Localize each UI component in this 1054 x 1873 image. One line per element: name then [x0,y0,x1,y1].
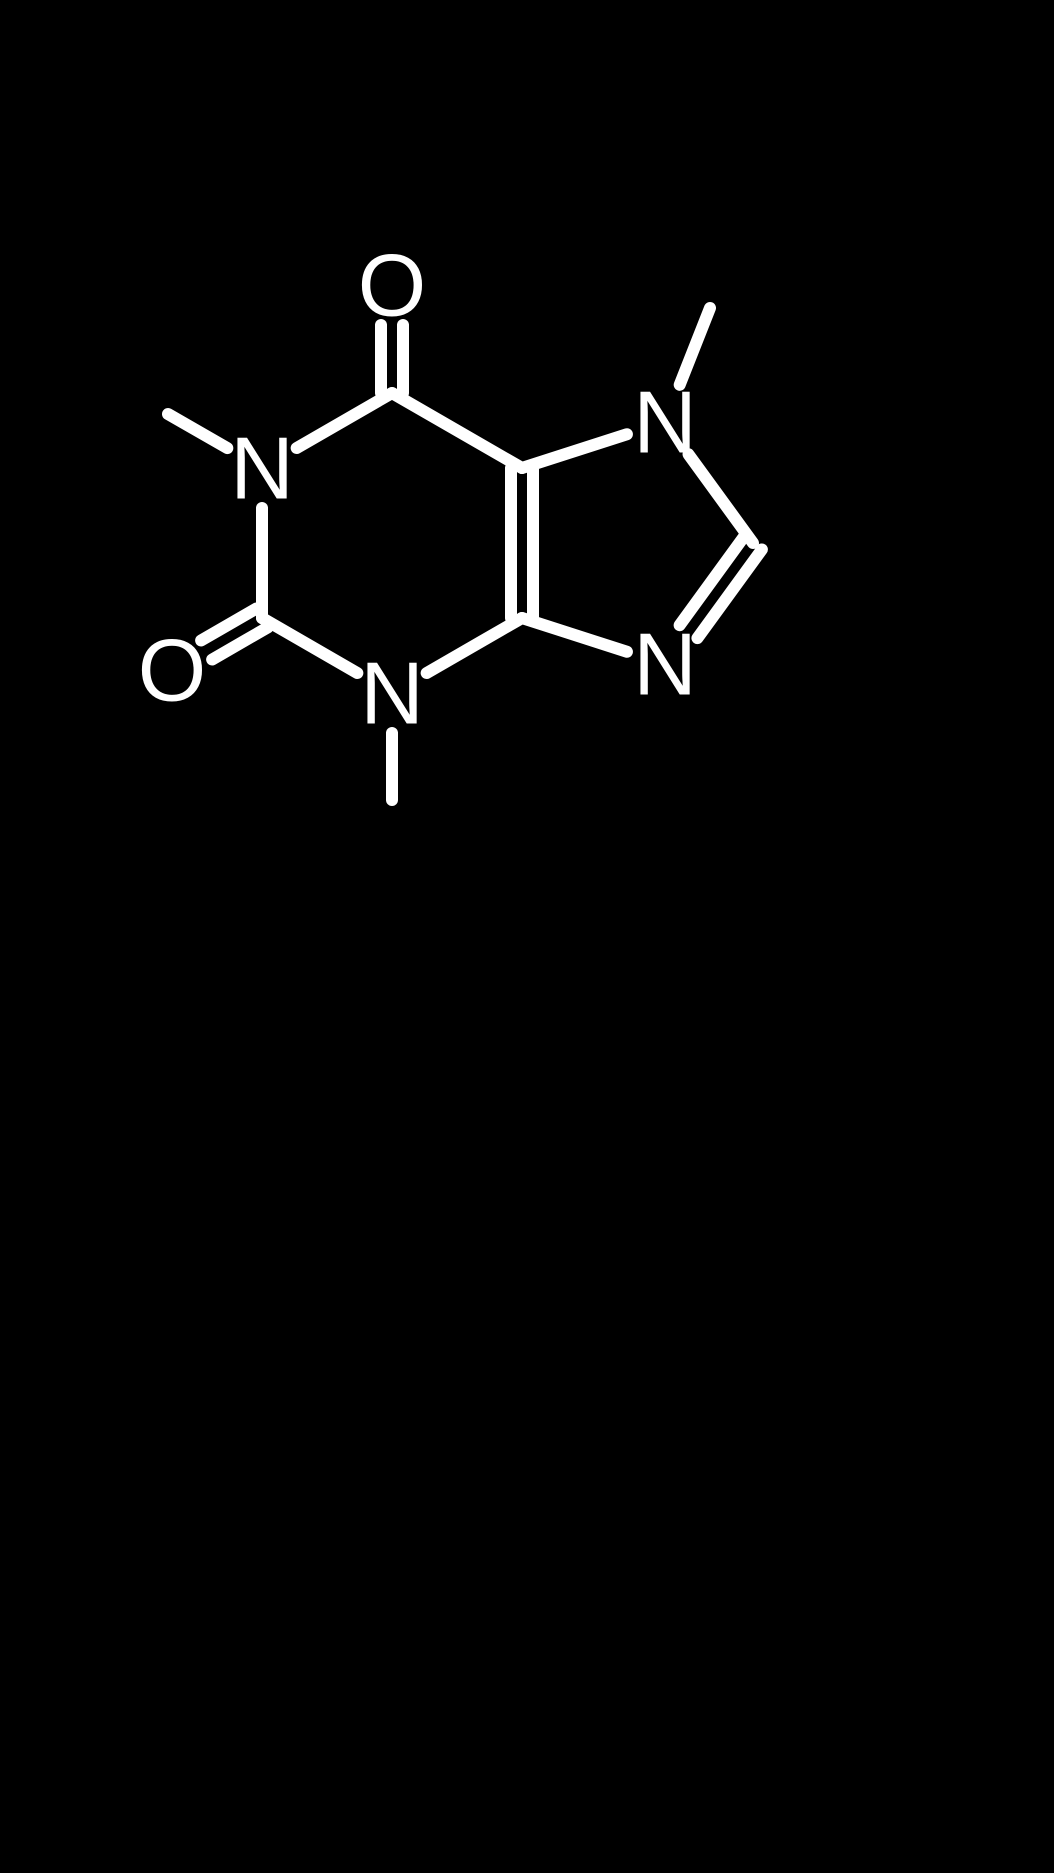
molecule-diagram: NNOONN [0,0,1054,1873]
atom-label-n: N [230,419,294,518]
bond [522,618,627,652]
atom-label-n: N [360,644,424,743]
bond [297,393,392,448]
atom-label-n: N [633,373,697,472]
bond [168,414,227,448]
atom-label-n: N [633,615,697,714]
canvas: NNOONN [0,0,1054,1873]
bond [427,618,522,673]
bond [262,618,357,673]
atom-label-o: O [138,621,206,720]
bond [392,393,522,468]
bond [689,454,753,543]
bond [522,434,627,468]
atom-label-o: O [358,236,426,335]
atoms-group: NNOONN [138,236,697,743]
